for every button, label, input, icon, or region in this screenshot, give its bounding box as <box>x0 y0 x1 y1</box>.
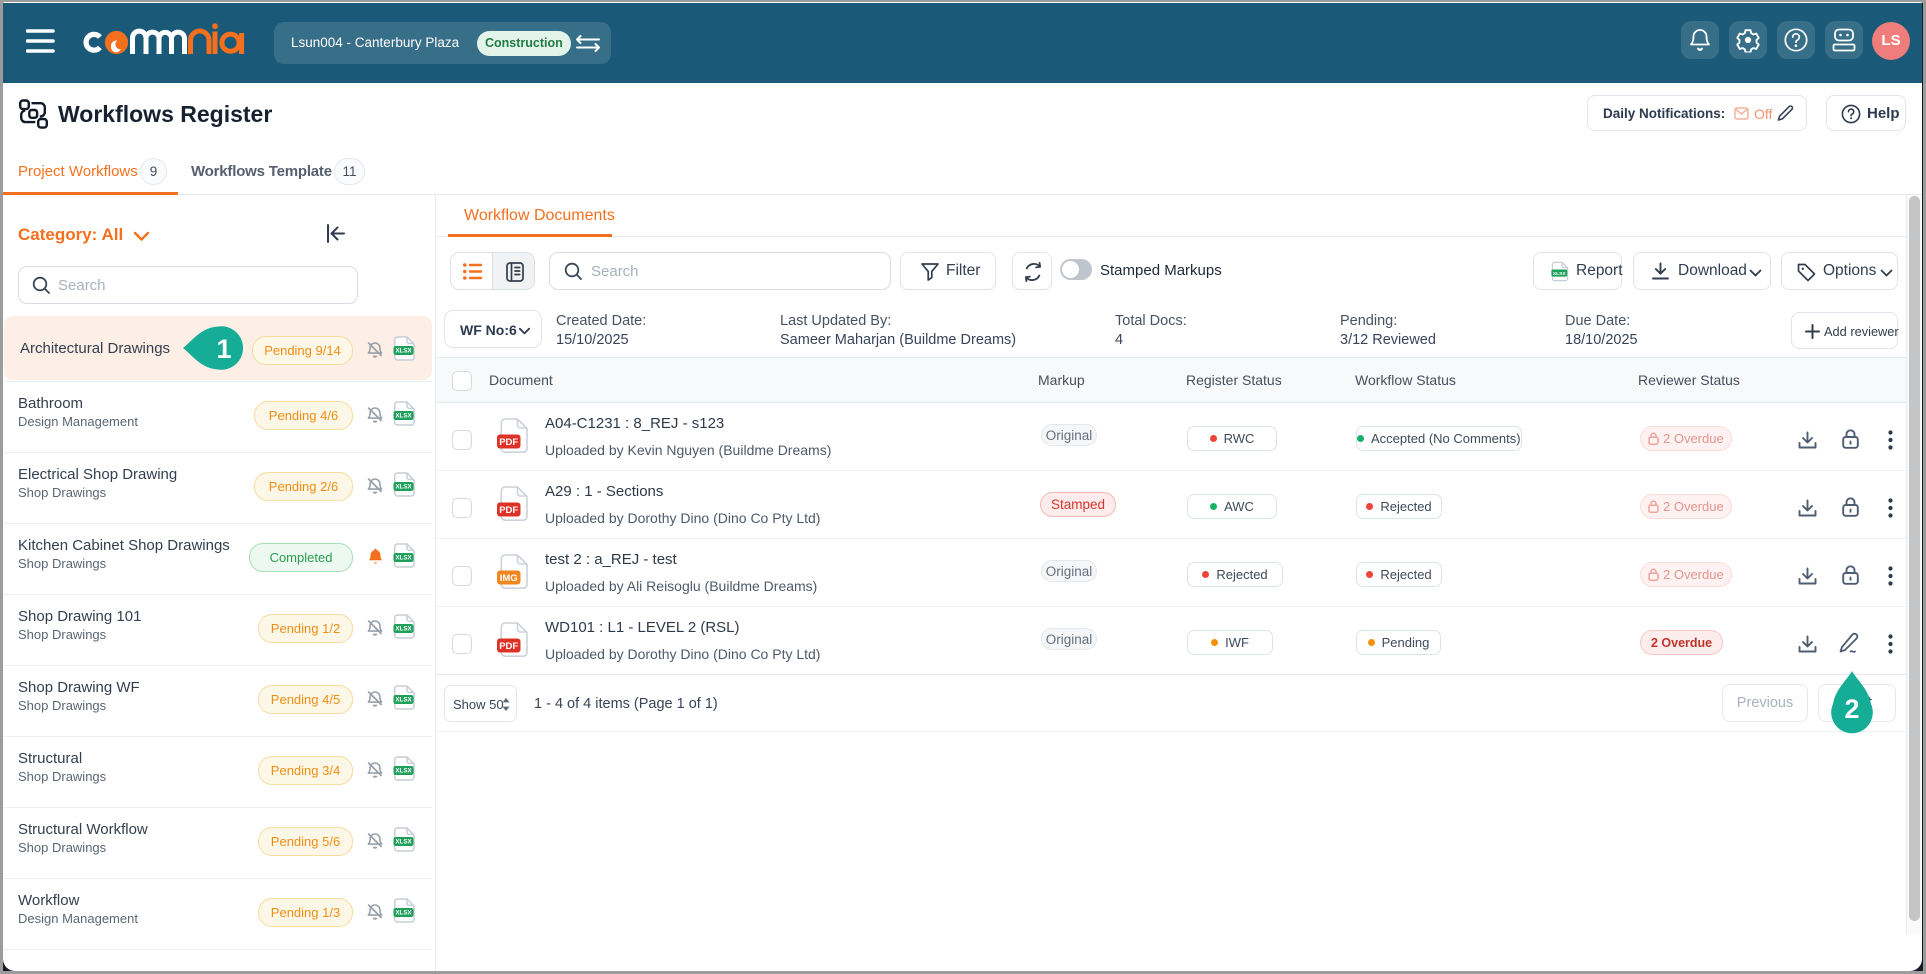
svg-text:XLSX: XLSX <box>395 413 412 420</box>
svg-text:XLSX: XLSX <box>395 348 412 355</box>
svg-text:PDF: PDF <box>499 437 518 448</box>
svg-text:PDF: PDF <box>499 505 518 516</box>
svg-text:IMG: IMG <box>500 573 518 584</box>
svg-text:XLSX: XLSX <box>395 555 412 562</box>
svg-text:XLSX: XLSX <box>395 697 412 704</box>
svg-text:PDF: PDF <box>499 641 518 652</box>
svg-text:XLSX: XLSX <box>395 484 412 491</box>
svg-text:2: 2 <box>1844 694 1859 724</box>
svg-text:XLSX: XLSX <box>395 910 412 917</box>
svg-text:XLSX: XLSX <box>395 839 412 846</box>
svg-text:XLSX: XLSX <box>395 626 412 633</box>
svg-text:XLSX: XLSX <box>395 768 412 775</box>
svg-text:XLSX: XLSX <box>1553 271 1567 277</box>
svg-text:1: 1 <box>216 334 231 364</box>
